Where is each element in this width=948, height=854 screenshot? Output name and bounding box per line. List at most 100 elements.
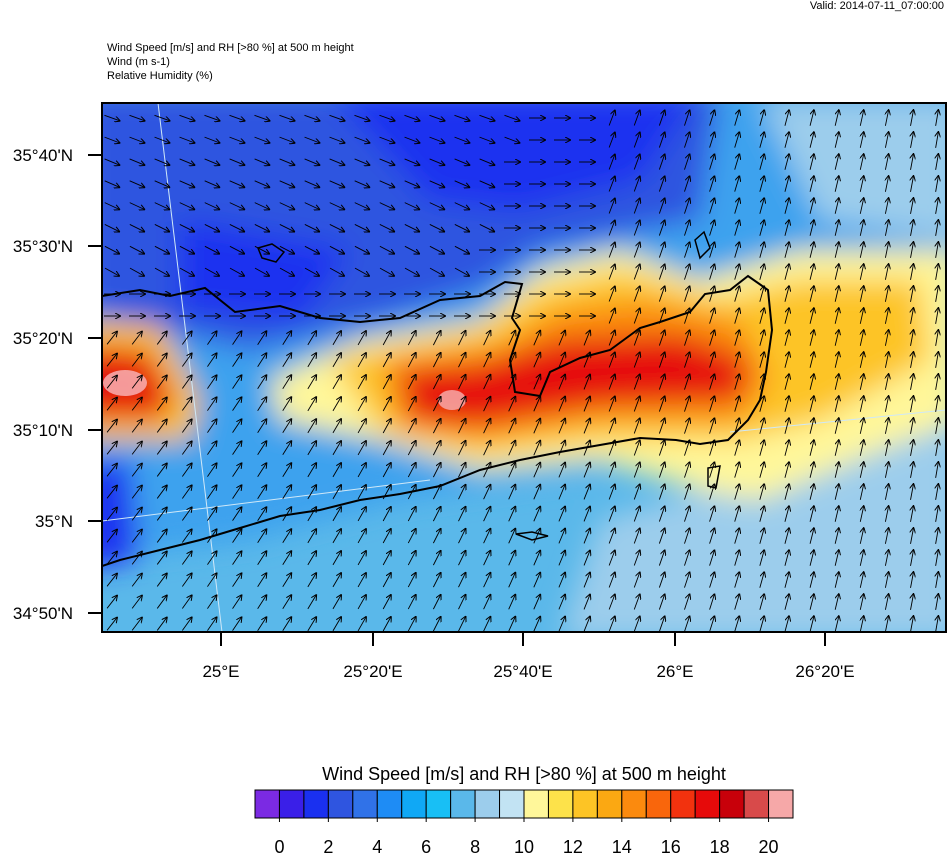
wind-arrow: [432, 507, 440, 522]
wind-arrow: [558, 375, 565, 390]
lon-label: 25°20'E: [343, 662, 402, 681]
wind-arrow: [709, 550, 715, 566]
wind-arrow: [204, 158, 220, 165]
wind-arrow: [282, 617, 291, 632]
wind-arrow: [860, 506, 863, 522]
wind-arrow: [204, 202, 220, 210]
wind-arrow: [156, 552, 166, 565]
wind-arrow: [131, 508, 142, 521]
wind-arrow: [936, 154, 939, 170]
wind-arrow: [558, 617, 565, 632]
wind-arrow: [106, 530, 117, 543]
wind-arrow: [608, 331, 615, 346]
wind-arrow: [229, 136, 245, 143]
wind-arrow: [207, 551, 216, 565]
wind-arrow: [454, 158, 470, 165]
wind-arrow: [181, 375, 191, 389]
wind-arrow: [911, 308, 914, 324]
wind-arrow: [458, 375, 465, 390]
wind-arrow: [911, 110, 914, 126]
wind-arrow: [429, 224, 444, 231]
lon-label: 25°40'E: [493, 662, 552, 681]
wind-arrow: [885, 484, 888, 500]
wind-arrow: [911, 176, 914, 192]
wind-arrow: [307, 485, 316, 500]
wind-arrow: [257, 375, 267, 389]
wind-arrow: [911, 440, 914, 456]
wind-arrow: [232, 463, 242, 477]
colorbar-tick-label: 6: [421, 837, 431, 854]
wind-arrow: [483, 397, 491, 412]
wind-arrow: [608, 133, 615, 148]
wind-arrow: [279, 136, 295, 143]
colorbar: 0 2 4 6 8 10 12 14 16 18 20: [254, 789, 794, 854]
wind-arrow: [834, 132, 839, 148]
wind-arrow: [860, 616, 863, 632]
wind-arrow: [357, 529, 366, 544]
wind-arrow: [684, 484, 689, 500]
wind-arrow: [207, 595, 216, 609]
wind-arrow: [332, 419, 341, 434]
wind-arrow: [106, 420, 117, 433]
wind-arrow: [633, 132, 639, 148]
wind-arrow: [658, 198, 664, 214]
wind-arrow: [407, 617, 415, 632]
wind-arrow: [232, 375, 242, 389]
wind-arrow: [232, 507, 242, 521]
wind-arrow: [608, 485, 615, 500]
wind-arrow: [282, 441, 291, 456]
wind-arrow: [404, 267, 419, 276]
wind-arrow: [508, 507, 516, 522]
colorbar-swatch: [450, 789, 476, 819]
wind-arrow: [404, 158, 420, 165]
wind-arrow: [558, 551, 565, 566]
wind-arrow: [608, 199, 615, 214]
wind-arrow: [860, 308, 863, 324]
wind-arrow: [834, 462, 839, 478]
wind-arrow: [282, 375, 291, 390]
wind-arrow: [154, 114, 169, 120]
header-line: Relative Humidity (%): [107, 70, 213, 82]
wind-arrow: [282, 595, 291, 610]
wind-arrow: [734, 198, 740, 214]
colorbar-tick-label: 16: [661, 837, 681, 854]
wind-arrow: [106, 464, 117, 477]
wind-arrow: [207, 419, 216, 433]
wind-arrow: [759, 264, 764, 280]
wind-arrow: [357, 375, 366, 390]
wind-arrow: [684, 242, 689, 258]
colorbar-swatch: [743, 789, 770, 819]
wind-arrow: [329, 267, 344, 276]
wind-arrow: [608, 287, 615, 302]
wind-arrow: [131, 398, 142, 411]
colorbar-tick-label: 12: [563, 837, 583, 854]
wind-arrow: [784, 396, 789, 412]
wind-arrow: [181, 529, 191, 543]
wind-arrow: [658, 418, 664, 434]
wind-arrow: [282, 419, 291, 434]
wind-arrow: [307, 419, 316, 434]
wind-arrow: [429, 202, 445, 210]
wind-arrow: [809, 264, 814, 280]
wind-arrow: [357, 551, 366, 566]
wind-arrow: [154, 267, 169, 276]
wind-arrow: [834, 154, 839, 170]
colorbar-tick-label: 2: [323, 837, 333, 854]
wind-arrow: [860, 220, 863, 236]
wind-arrow: [558, 595, 565, 610]
wind-arrow: [483, 595, 491, 610]
wind-arrow: [658, 330, 664, 346]
wind-arrow: [860, 594, 863, 610]
wind-arrow: [129, 267, 144, 276]
wind-arrow: [232, 331, 242, 345]
wind-arrow: [911, 418, 914, 434]
colorbar-swatch: [621, 789, 647, 819]
wind-arrow: [658, 572, 664, 588]
wind-arrow: [131, 552, 142, 565]
wind-arrow: [658, 462, 664, 478]
wind-arrow: [432, 485, 440, 500]
wind-arrow: [709, 308, 715, 324]
wind-arrow: [936, 550, 939, 566]
wind-arrow: [684, 594, 689, 610]
wind-arrow: [407, 419, 415, 434]
